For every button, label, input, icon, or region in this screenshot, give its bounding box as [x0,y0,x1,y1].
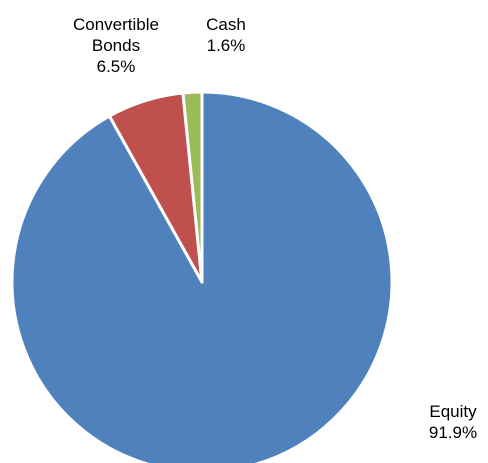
pie-slices [10,90,394,463]
data-label-name: Equity [429,402,477,421]
data-label-name: Convertible [73,15,159,34]
pie-slice-cash [181,90,204,284]
data-label-percent: 6.5% [97,57,136,76]
pie-labels: Equity 91.9% Convertible Bonds 6.5% Cash 1.6% [73,15,477,442]
data-label-name: Cash [206,15,246,34]
data-label-cash: Cash 1.6% [206,15,246,55]
data-label-percent: 1.6% [207,36,246,55]
data-label-percent: 91.9% [429,423,477,442]
data-label-convertible-bonds: Convertible Bonds 6.5% [73,15,159,76]
data-label-name: Bonds [92,36,140,55]
data-label-equity: Equity 91.9% [429,402,477,442]
